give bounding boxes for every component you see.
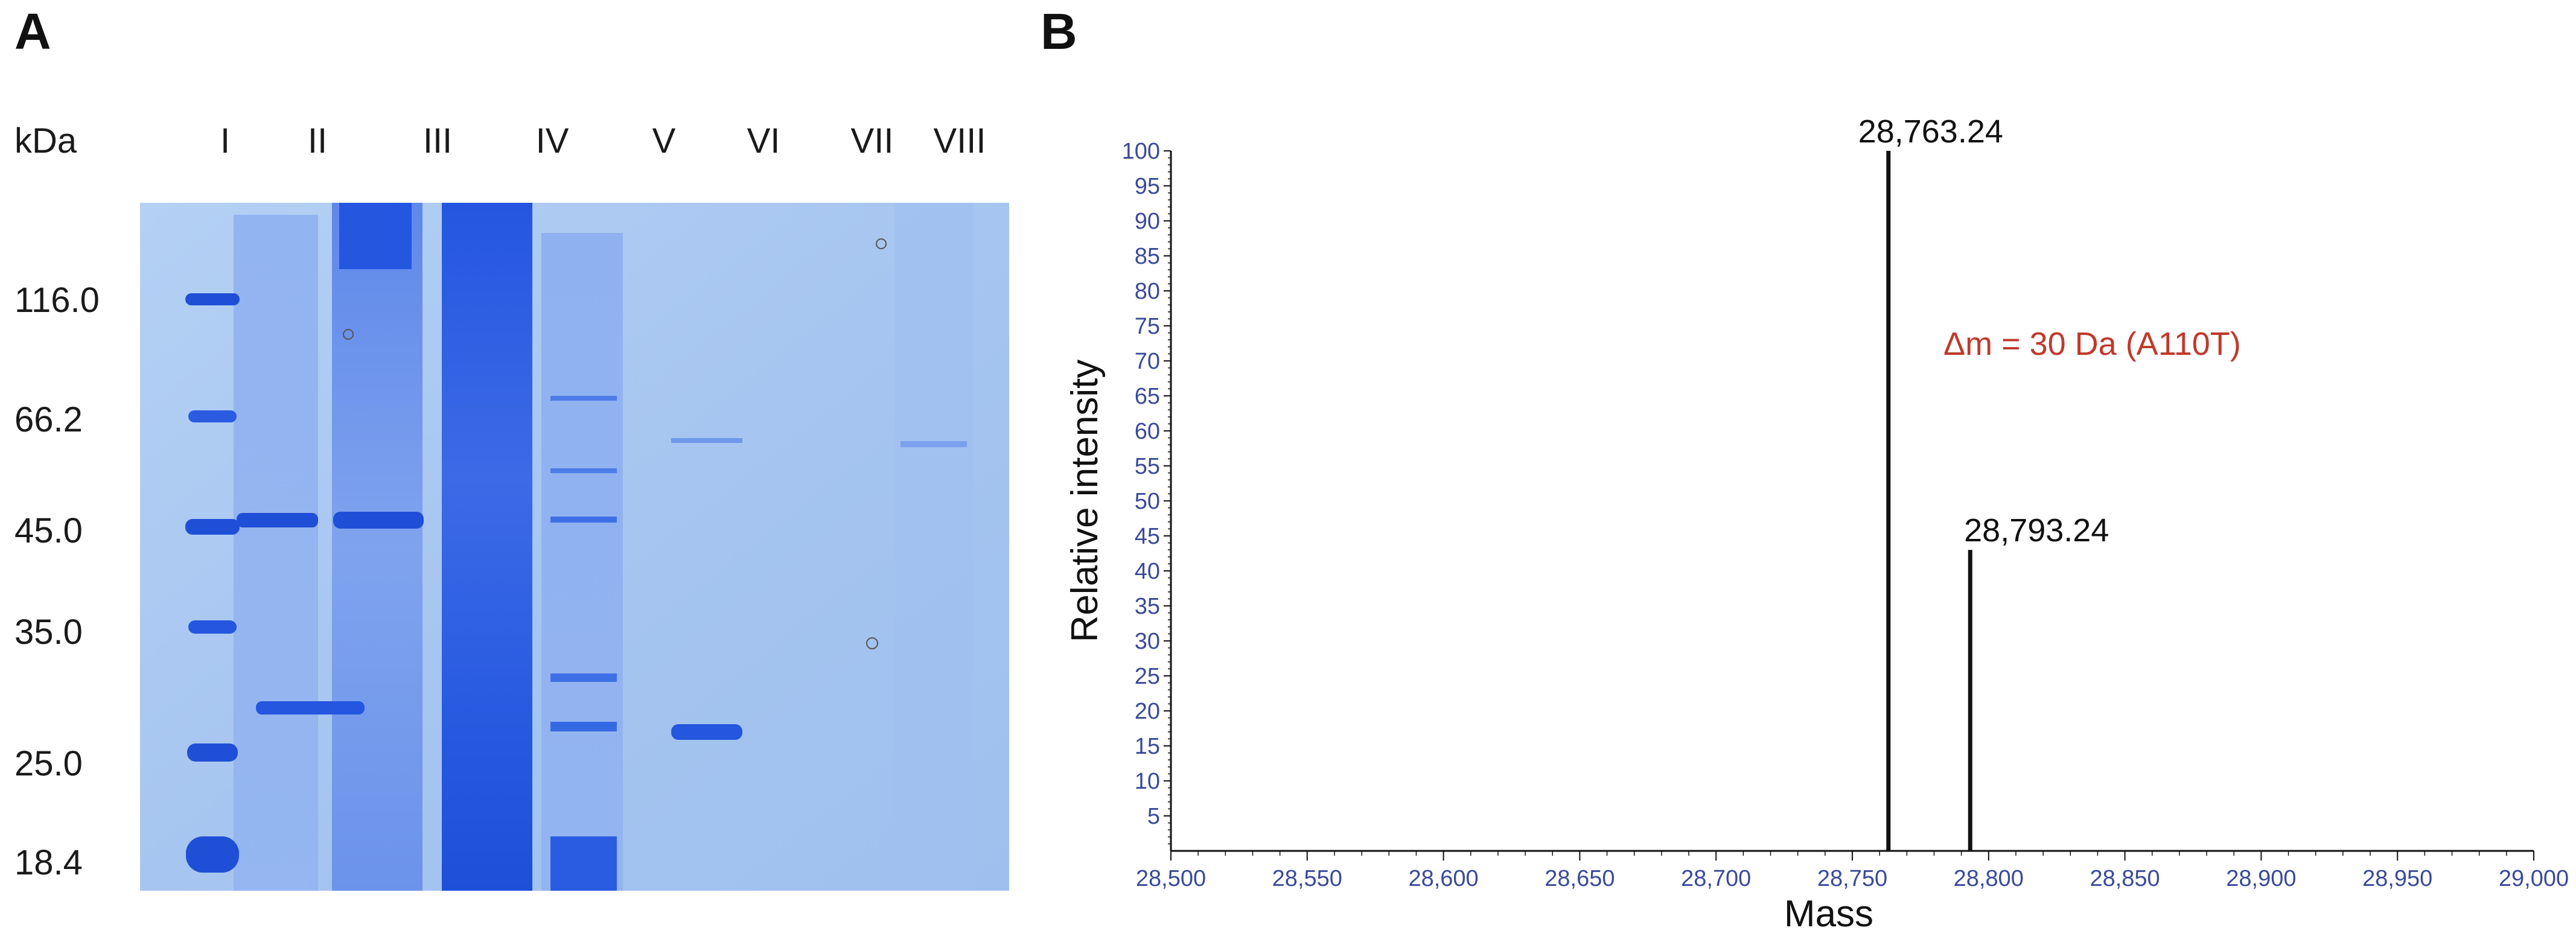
x-tick-label: 28,600 (1408, 866, 1478, 891)
y-tick-label: 35 (1135, 594, 1160, 619)
marker-label-116: 116.0 (14, 281, 100, 320)
x-axis-ticks: 28,500 28,550 28,600 28,650 28,700 28,750 28,8… (1136, 851, 2569, 891)
peaks-group: 28,763.24 28,793.24 (1858, 113, 2109, 851)
mass-spectrum-chart: 5 10 15 20 25 30 35 40 45 50 55 60 65 70 75 80 85 90 95 100… (1064, 113, 2569, 935)
sds-page-gel-image (140, 203, 1009, 891)
y-axis-ticks: 5 10 15 20 25 30 35 40 45 50 55 60 65 70 75 80 85 90 95 100 (1122, 139, 1171, 845)
marker-label-25: 25.0 (14, 744, 83, 783)
marker-label-66: 66.2 (14, 400, 83, 439)
x-tick-label: 28,650 (1545, 866, 1615, 891)
panel-a-letter: A (14, 3, 51, 60)
x-axis-title: Mass (1784, 893, 1873, 935)
peak-label-1: 28,763.24 (1858, 113, 2003, 150)
x-tick-label: 29,000 (2499, 866, 2569, 891)
lane-label-1: I (220, 121, 231, 161)
marker-label-35: 35.0 (14, 613, 83, 652)
x-tick-label: 28,750 (1817, 866, 1887, 891)
y-tick-label: 95 (1135, 174, 1160, 199)
gel-unit-label: kDa (14, 121, 77, 161)
x-tick-label: 28,500 (1136, 866, 1206, 891)
lane-label-4: IV (535, 121, 569, 161)
y-tick-label: 20 (1135, 699, 1160, 724)
x-tick-label: 28,900 (2226, 866, 2296, 891)
lane-label-2: II (307, 121, 328, 161)
marker-label-45: 45.0 (14, 511, 83, 550)
y-tick-label: 15 (1135, 734, 1160, 759)
x-tick-label: 28,700 (1681, 866, 1751, 891)
lane-label-5: V (652, 121, 676, 161)
y-tick-label: 60 (1135, 419, 1160, 444)
y-axis-title: Relative intensity (1064, 360, 1106, 643)
y-tick-label: 65 (1135, 384, 1160, 409)
y-tick-label: 70 (1135, 349, 1160, 374)
x-tick-label: 28,550 (1272, 866, 1342, 891)
y-tick-label: 80 (1135, 279, 1160, 304)
peak-label-2: 28,793.24 (1964, 512, 2109, 549)
y-tick-label: 10 (1135, 769, 1160, 794)
y-tick-label: 40 (1135, 559, 1160, 584)
y-tick-label: 50 (1135, 489, 1160, 514)
y-tick-label: 85 (1135, 244, 1160, 269)
marker-label-18: 18.4 (14, 843, 83, 882)
y-tick-label: 75 (1135, 314, 1160, 339)
x-tick-label: 28,800 (1954, 866, 2024, 891)
lane-label-3: III (422, 121, 453, 161)
y-tick-label: 55 (1135, 454, 1160, 479)
y-tick-label: 45 (1135, 524, 1160, 549)
y-tick-label: 30 (1135, 629, 1160, 654)
y-tick-label: 90 (1135, 209, 1160, 234)
lane-label-6: VI (747, 121, 780, 161)
y-tick-label: 5 (1147, 804, 1160, 829)
lane-label-7: VII (850, 121, 894, 161)
x-tick-label: 28,950 (2362, 866, 2432, 891)
x-tick-label: 28,850 (2090, 866, 2160, 891)
panel-b-letter: B (1041, 3, 1077, 60)
lane-label-8: VIII (933, 121, 986, 161)
mass-shift-annotation: Δm = 30 Da (A110T) (1943, 326, 2241, 362)
y-tick-label: 25 (1135, 664, 1160, 689)
y-tick-label: 100 (1122, 139, 1160, 164)
